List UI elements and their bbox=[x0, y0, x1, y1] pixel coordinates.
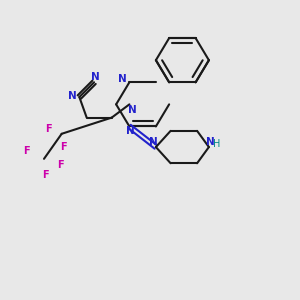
Text: N: N bbox=[118, 74, 126, 84]
Text: F: F bbox=[23, 146, 30, 157]
Text: N: N bbox=[148, 137, 157, 147]
Text: F: F bbox=[57, 160, 64, 170]
Text: H: H bbox=[213, 139, 221, 149]
Text: N: N bbox=[206, 137, 215, 147]
Text: F: F bbox=[45, 124, 52, 134]
Text: F: F bbox=[42, 170, 49, 180]
Text: N: N bbox=[127, 126, 135, 136]
Text: N: N bbox=[91, 72, 100, 82]
Text: N: N bbox=[128, 105, 137, 115]
Text: F: F bbox=[60, 142, 67, 152]
Text: N: N bbox=[68, 91, 77, 100]
